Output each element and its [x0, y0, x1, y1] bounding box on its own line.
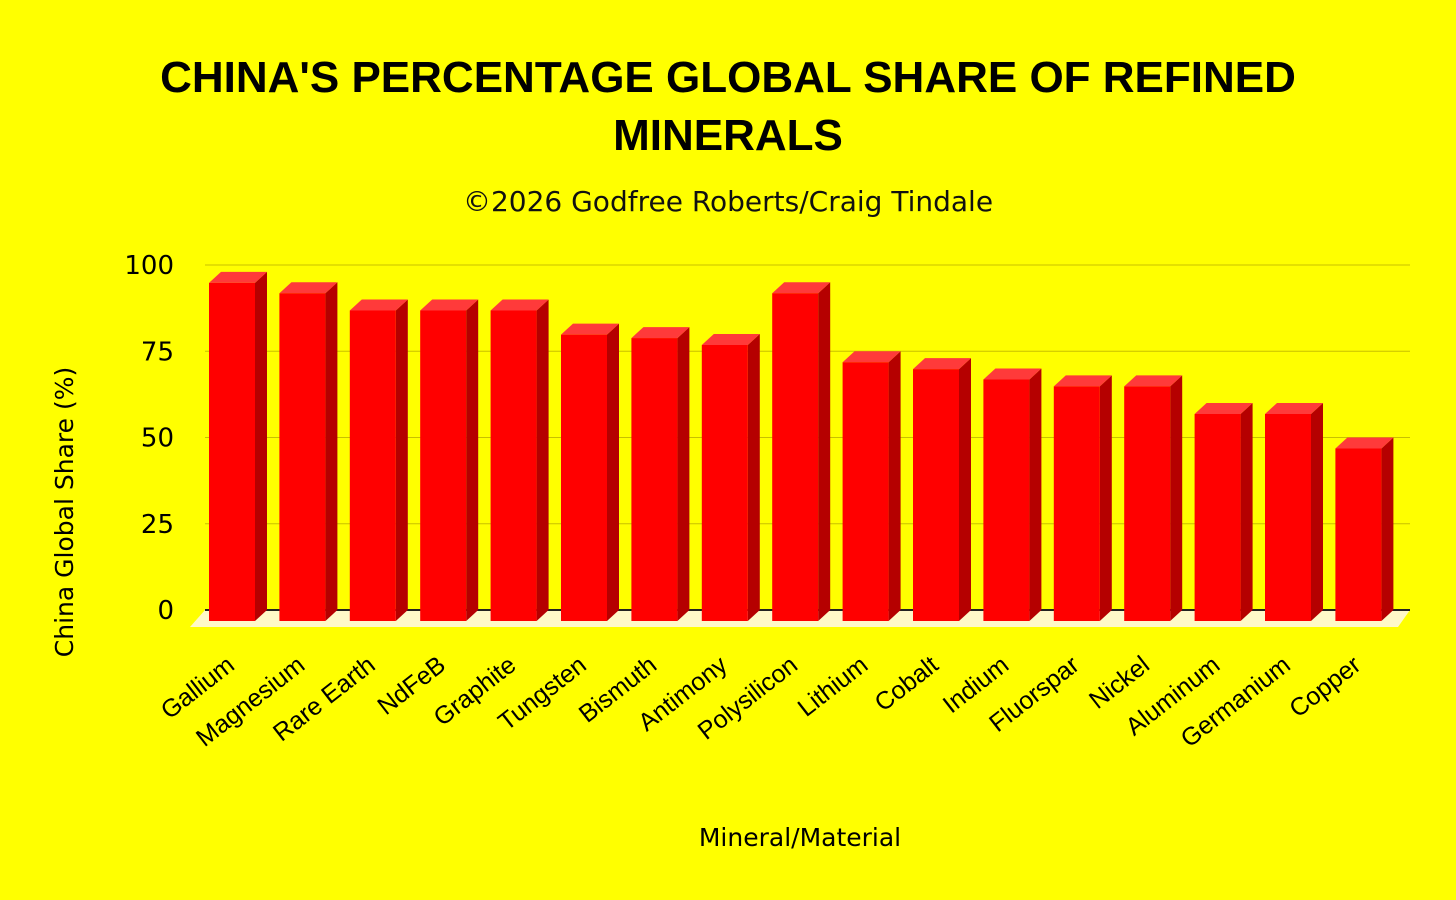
chart-subtitle: ©2026 Godfree Roberts/Craig Tindale — [463, 185, 993, 218]
bar-top-magnesium — [279, 282, 338, 294]
bar-top-indium — [983, 368, 1042, 380]
bar-top-fluorspar — [1053, 375, 1112, 387]
bar-indium — [983, 368, 1042, 621]
y-axis-ticks: 0 25 50 75 100 — [124, 251, 174, 626]
bar-top-aluminum — [1194, 403, 1253, 414]
bar-ndfeb — [420, 299, 479, 621]
bar-top-gallium — [209, 271, 267, 283]
y-tick-label-100: 100 — [124, 251, 174, 281]
bar-front-bismuth — [631, 338, 678, 621]
bars — [209, 271, 1394, 621]
bar-top-polysilicon — [772, 282, 831, 294]
y-tick-label-25: 25 — [141, 510, 174, 540]
bar-germanium — [1265, 403, 1323, 621]
bar-front-gallium — [209, 282, 255, 621]
bar-top-nickel — [1124, 375, 1183, 387]
bar-front-graphite — [490, 310, 537, 621]
bar-top-germanium — [1265, 403, 1323, 414]
y-axis-title: China Global Share (%) — [50, 367, 79, 657]
bar-top-tungsten — [561, 323, 619, 335]
y-tick-label-75: 75 — [141, 337, 174, 367]
chart-title-line-1: CHINA'S PERCENTAGE GLOBAL SHARE OF REFIN… — [160, 53, 1296, 102]
bar-front-nickel — [1124, 386, 1171, 621]
bar-front-aluminum — [1194, 414, 1241, 621]
bar-bismuth — [631, 327, 690, 621]
bar-front-fluorspar — [1053, 386, 1100, 621]
bar-side-fluorspar — [1099, 375, 1112, 621]
bar-front-polysilicon — [772, 293, 819, 621]
bar-tungsten — [561, 323, 619, 621]
bar-lithium — [842, 351, 901, 621]
bar-top-graphite — [490, 299, 549, 311]
bar-front-indium — [983, 379, 1030, 621]
bar-gallium — [209, 271, 267, 621]
bar-top-antimony — [701, 334, 760, 345]
bar-magnesium — [279, 282, 338, 621]
bar-side-rare-earth — [395, 299, 408, 621]
bar-top-ndfeb — [420, 299, 479, 311]
bar-side-magnesium — [325, 282, 338, 621]
bar-front-tungsten — [561, 334, 607, 621]
bar-side-indium — [1029, 368, 1042, 621]
bar-graphite — [490, 299, 549, 621]
bar-front-antimony — [701, 345, 748, 621]
bar-front-copper — [1335, 448, 1382, 621]
x-axis-title: Mineral/Material — [699, 823, 901, 852]
bar-antimony — [701, 334, 760, 621]
bar-side-germanium — [1311, 403, 1323, 621]
bar-side-tungsten — [607, 323, 619, 621]
chart-title-line-2: MINERALS — [613, 111, 843, 160]
bar-side-antimony — [747, 334, 760, 621]
bar-front-lithium — [842, 362, 889, 621]
x-tick-label-lithium: Lithium — [793, 651, 874, 723]
bar-side-cobalt — [959, 358, 971, 621]
bar-top-rare-earth — [349, 299, 408, 311]
bar-side-aluminum — [1240, 403, 1253, 621]
bar-top-cobalt — [913, 358, 971, 370]
bar-nickel — [1124, 375, 1183, 621]
x-tick-label-cobalt: Cobalt — [870, 651, 944, 718]
bar-front-ndfeb — [420, 310, 467, 621]
bar-polysilicon — [772, 282, 831, 621]
bar-side-gallium — [255, 271, 267, 621]
bar-top-copper — [1335, 437, 1394, 449]
bar-side-ndfeb — [466, 299, 479, 621]
bar-side-nickel — [1170, 375, 1183, 621]
bar-front-magnesium — [279, 293, 326, 621]
bar-front-rare-earth — [349, 310, 396, 621]
bar-rare-earth — [349, 299, 408, 621]
bar-side-bismuth — [677, 327, 690, 621]
bar-cobalt — [913, 358, 971, 621]
bar-copper — [1335, 437, 1394, 621]
bar-side-polysilicon — [818, 282, 831, 621]
bar-aluminum — [1194, 403, 1253, 621]
bar-side-graphite — [536, 299, 549, 621]
bar-side-lithium — [888, 351, 901, 621]
y-tick-label-0: 0 — [157, 596, 174, 626]
bar-top-bismuth — [631, 327, 690, 339]
y-tick-label-50: 50 — [141, 424, 174, 454]
bar-front-germanium — [1265, 414, 1311, 621]
bar-top-lithium — [842, 351, 901, 363]
bar-fluorspar — [1053, 375, 1112, 621]
bar-side-copper — [1381, 437, 1394, 621]
x-tick-label-copper: Copper — [1284, 651, 1366, 724]
bar-front-cobalt — [913, 369, 959, 621]
